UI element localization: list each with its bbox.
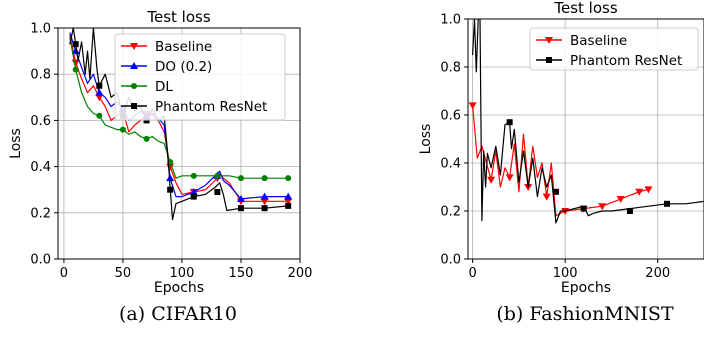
y-tick-label: 1.0 — [440, 13, 461, 28]
plot-frame — [57, 27, 301, 260]
data-point — [72, 66, 79, 73]
figure-caption: (b) FashionMNIST — [496, 303, 674, 325]
data-point — [468, 102, 477, 110]
data-point — [214, 172, 221, 179]
data-point — [580, 205, 587, 212]
legend-entry: DL — [155, 79, 173, 95]
y-tick-label: 0.4 — [440, 157, 461, 172]
data-point — [487, 176, 496, 184]
legend-marker — [131, 83, 137, 89]
chart-fashionmnist: 0 100 200 0.0 0.2 0.4 0.6 0.8 1.0 Test loss Epochs… — [418, 0, 704, 325]
legend-marker — [545, 37, 553, 44]
legend-box — [529, 27, 699, 71]
data-point — [284, 192, 293, 200]
y-tick-label: 0.2 — [30, 206, 51, 221]
data-point — [189, 188, 198, 196]
legend: Baseline Phantom ResNet — [529, 27, 699, 71]
data-point — [237, 205, 244, 212]
legend-marker — [130, 43, 138, 50]
x-tick-label: 0 — [468, 266, 476, 281]
series-line-phantom-resnet — [472, 19, 704, 224]
x-tick-label: 200 — [645, 266, 670, 281]
legend-entry: Phantom ResNet — [570, 53, 682, 69]
y-tick-label: 0.0 — [440, 253, 461, 268]
data-point — [644, 186, 653, 194]
y-tick-label: 1.0 — [30, 22, 51, 37]
data-point — [236, 194, 245, 202]
y-tick-label: 0.6 — [30, 114, 51, 129]
y-tick-label: 0.0 — [30, 253, 51, 268]
data-point — [261, 205, 268, 212]
y-tick-label: 0.2 — [440, 205, 461, 220]
data-point — [214, 189, 221, 196]
data-point — [260, 192, 269, 200]
data-point — [285, 175, 292, 182]
data-point — [285, 202, 292, 209]
data-point — [119, 126, 126, 133]
data-point — [506, 119, 513, 126]
y-tick-label: 0.4 — [30, 160, 51, 175]
series-group — [468, 19, 704, 224]
legend-box — [114, 33, 286, 121]
x-tick-label: 0 — [60, 266, 68, 281]
x-axis-label: Epochs — [561, 280, 611, 296]
y-tick-label: 0.8 — [30, 68, 51, 83]
y-axis-label: Loss — [8, 128, 24, 159]
legend: Baseline DO (0.2) DL Phantom ResNet — [114, 33, 286, 121]
data-point — [143, 135, 150, 142]
legend-marker — [546, 57, 552, 63]
data-point — [542, 193, 551, 201]
data-point — [616, 196, 625, 203]
legend-entry: Baseline — [570, 33, 627, 49]
figure-caption: (a) CIFAR10 — [119, 303, 237, 325]
data-point — [260, 198, 269, 206]
legend-marker — [130, 62, 138, 69]
data-point — [190, 172, 197, 179]
data-point — [505, 174, 514, 182]
data-point — [190, 193, 197, 200]
legend-entry: Phantom ResNet — [155, 99, 267, 115]
data-point — [284, 198, 293, 206]
x-tick-label: 100 — [170, 266, 195, 281]
data-point — [552, 188, 559, 195]
data-point — [96, 82, 103, 89]
data-point — [166, 174, 175, 182]
series-line-baseline — [472, 105, 649, 217]
data-point — [95, 88, 104, 96]
y-tick-label: 0.6 — [440, 109, 461, 124]
data-point — [261, 175, 268, 182]
data-point — [663, 200, 670, 207]
data-point — [71, 47, 80, 55]
legend-marker — [131, 103, 137, 109]
data-point — [598, 203, 607, 211]
data-point — [72, 41, 79, 48]
data-point — [167, 186, 174, 193]
data-point — [237, 175, 244, 182]
chart-title: Test loss — [146, 8, 210, 26]
chart-title: Test loss — [553, 0, 617, 17]
y-axis-label: Loss — [418, 124, 434, 155]
x-axis-label: Epochs — [154, 280, 204, 296]
x-tick-label: 200 — [288, 266, 313, 281]
data-point — [626, 208, 633, 214]
x-tick-label: 150 — [229, 266, 254, 281]
y-tick-label: 0.8 — [440, 61, 461, 76]
legend-entry: Baseline — [155, 39, 212, 55]
data-point — [96, 112, 103, 119]
plot-frame — [467, 18, 704, 260]
legend-entry: DO (0.2) — [155, 59, 212, 75]
chart-cifar10: 0 50 100 150 200 0.0 0.2 0.4 0.6 0.8 1.0 Test loss E… — [8, 8, 312, 325]
x-tick-label: 100 — [553, 266, 578, 281]
data-point — [95, 94, 104, 102]
x-tick-label: 50 — [115, 266, 132, 281]
data-point — [635, 188, 644, 196]
